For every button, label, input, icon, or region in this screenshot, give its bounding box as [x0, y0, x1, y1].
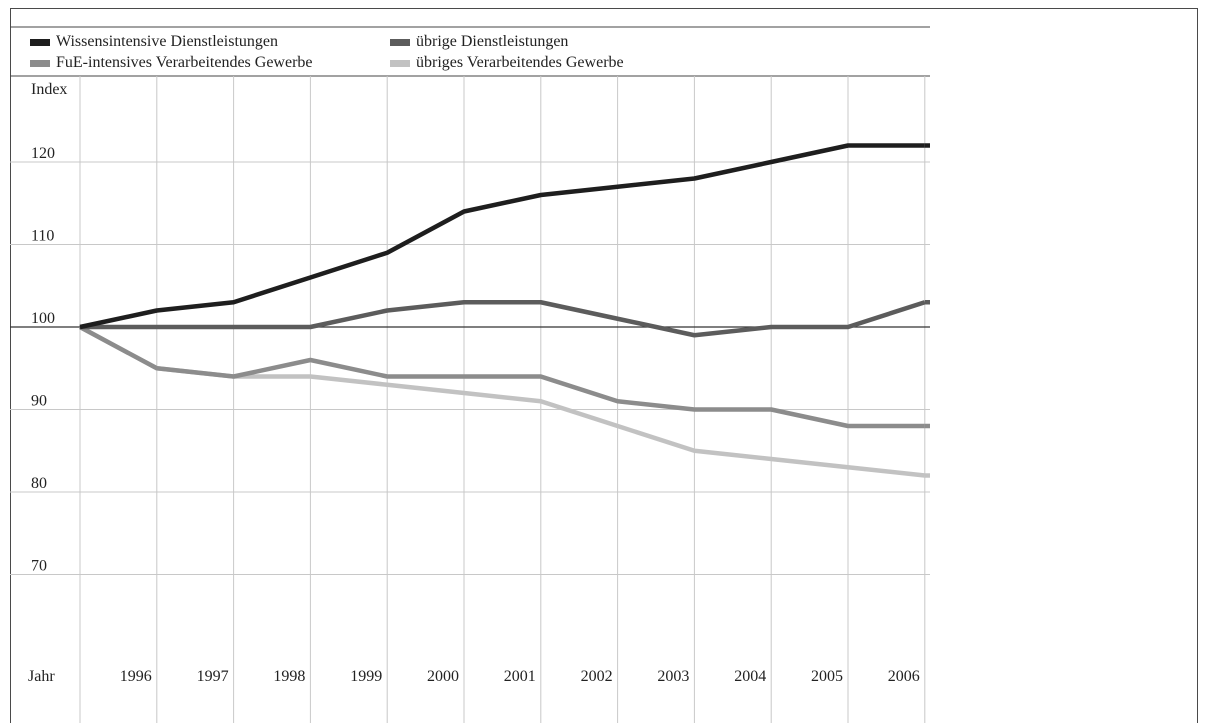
y-tick-label: 70	[31, 558, 47, 575]
x-tick-label: 2005	[811, 668, 843, 685]
x-tick-label: 1997	[197, 668, 229, 685]
y-tick-label: 110	[31, 228, 54, 245]
legend-swatch	[390, 39, 410, 46]
series-line	[80, 300, 926, 338]
x-tick-label: 2002	[581, 668, 613, 685]
y-tick-label: 120	[31, 145, 55, 162]
chart-frame	[10, 8, 1198, 723]
x-tick-label: 2004	[734, 668, 766, 685]
x-axis-label: Jahr	[28, 668, 55, 685]
x-tick-label: 2003	[657, 668, 689, 685]
x-tick-label: 2006	[888, 668, 920, 685]
legend-swatch	[30, 60, 50, 67]
x-tick-label: 2001	[504, 668, 536, 685]
x-tick-label: 2000	[427, 668, 459, 685]
series-line	[78, 325, 925, 429]
legend-label: Wissensintensive Dienstleistungen	[56, 33, 278, 50]
x-tick-label: 1999	[350, 668, 382, 685]
legend-label: FuE-intensives Verarbeitendes Gewerbe	[56, 54, 313, 71]
legend-swatch	[30, 39, 50, 46]
x-tick-label: 1998	[273, 668, 305, 685]
series-line	[79, 143, 925, 330]
legend-label: übriges Verarbeitendes Gewerbe	[416, 54, 624, 71]
y-tick-label: 90	[31, 393, 47, 410]
y-tick-label: 80	[31, 475, 47, 492]
legend-label: übrige Dienstleistungen	[416, 33, 568, 50]
y-axis-label: Index	[31, 81, 67, 98]
legend-swatch	[390, 60, 410, 67]
y-tick-label: 100	[31, 310, 55, 327]
x-tick-label: 1996	[120, 668, 152, 685]
series-line	[78, 325, 926, 478]
